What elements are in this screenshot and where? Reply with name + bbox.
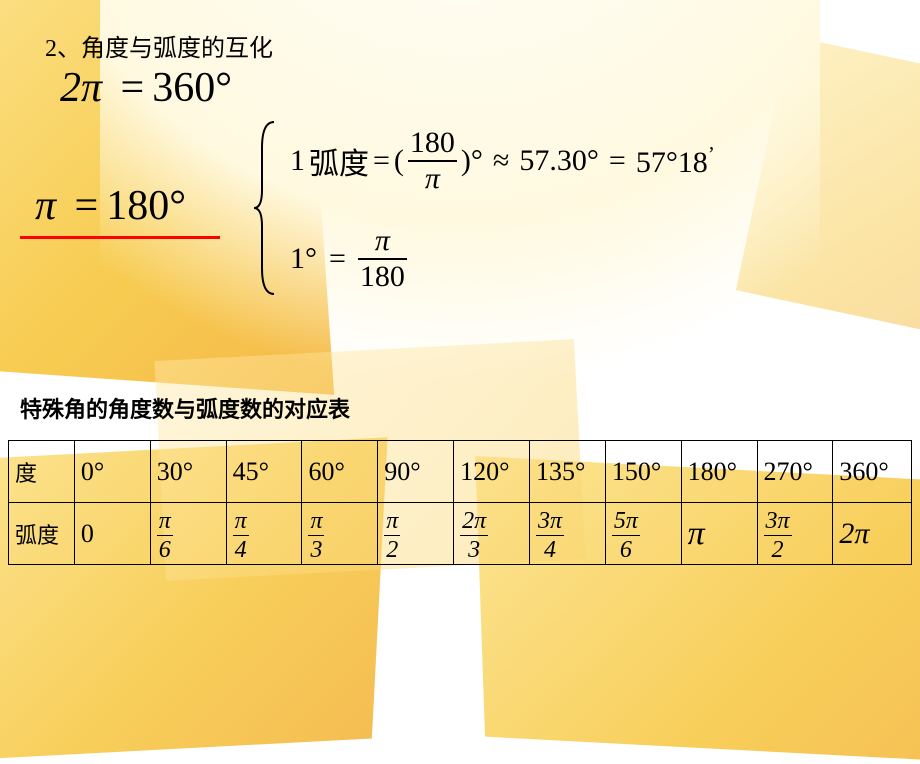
degree-cell: 360° xyxy=(833,441,912,503)
fraction: π2 xyxy=(384,509,400,562)
radian-cell: 3π4 xyxy=(529,503,605,565)
equals-sign: = xyxy=(609,144,626,178)
fraction: 3π2 xyxy=(764,509,792,562)
frac-num: 180 xyxy=(408,128,457,158)
slide-content: 2、角度与弧度的互化 2π =360° π =180° 1弧度 = ( 180 … xyxy=(0,0,920,690)
degree-cell: 135° xyxy=(529,441,605,503)
fraction: 3π4 xyxy=(536,509,564,562)
eq1-coeff: 2 xyxy=(60,65,81,111)
row-label-radian: 弧度 xyxy=(9,503,75,565)
fraction: 2π3 xyxy=(460,509,488,562)
equals-sign: = xyxy=(373,144,390,178)
degree-cell: 60° xyxy=(302,441,378,503)
frac-num: π xyxy=(373,226,392,256)
pi-symbol: π xyxy=(35,183,56,229)
fraction: π3 xyxy=(308,509,324,562)
table: 度0°30°45°60°90°120°135°150°180°270°360°弧… xyxy=(8,440,912,565)
radian-cell: 2π xyxy=(833,503,912,565)
radian-cn: 弧度 xyxy=(309,139,369,183)
frac-den: 180 xyxy=(358,262,407,292)
radian-cell: 3π2 xyxy=(757,503,833,565)
approx-value: 57.30° xyxy=(519,144,599,178)
radian-cell: π6 xyxy=(150,503,226,565)
approx-sign: ≈ xyxy=(493,144,509,178)
pi-symbol: π xyxy=(81,65,102,111)
fraction: 5π6 xyxy=(612,509,640,562)
row-label-degree: 度 xyxy=(9,441,75,503)
one-degree: 1° xyxy=(290,242,317,276)
lparen: ( xyxy=(394,144,404,178)
fraction-pi-over-180: π 180 xyxy=(358,226,407,292)
fraction: π6 xyxy=(157,509,173,562)
equals-sign: = xyxy=(75,183,99,229)
radian-cell: π4 xyxy=(226,503,302,565)
equation-pi-180: π =180° xyxy=(35,182,186,230)
degree-cell: 0° xyxy=(74,441,150,503)
degree-cell: 90° xyxy=(378,441,454,503)
brace-icon xyxy=(252,118,282,298)
degree-cell: 120° xyxy=(454,441,530,503)
table-row: 度0°30°45°60°90°120°135°150°180°270°360° xyxy=(9,441,912,503)
table-caption: 特殊角的角度数与弧度数的对应表 xyxy=(20,392,350,424)
conversion-table: 度0°30°45°60°90°120°135°150°180°270°360°弧… xyxy=(8,440,912,565)
radian-cell: π xyxy=(681,503,757,565)
equals-sign: = xyxy=(329,242,346,276)
section-heading: 2、角度与弧度的互化 xyxy=(45,28,273,63)
radian-cell: 5π6 xyxy=(605,503,681,565)
equation-2pi-360: 2π =360° xyxy=(60,64,232,112)
degree-cell: 180° xyxy=(681,441,757,503)
degree-to-radian: 1° = π 180 xyxy=(290,226,407,292)
one: 1 xyxy=(290,144,305,178)
radian-cell: π2 xyxy=(378,503,454,565)
dms-value: 57°18’ xyxy=(636,142,715,180)
radian-cell: 2π3 xyxy=(454,503,530,565)
degree-cell: 270° xyxy=(757,441,833,503)
radian-cell: 0 xyxy=(74,503,150,565)
radian-cell: π3 xyxy=(302,503,378,565)
red-underline xyxy=(20,236,220,239)
degree-cell: 150° xyxy=(605,441,681,503)
degree-cell: 30° xyxy=(150,441,226,503)
eq1-rhs: 360° xyxy=(152,65,232,111)
eq2-rhs: 180° xyxy=(106,183,186,229)
frac-den: π xyxy=(423,164,442,194)
fraction-180-over-pi: 180 π xyxy=(408,128,457,194)
rparen-deg: )° xyxy=(461,144,483,178)
degree-cell: 45° xyxy=(226,441,302,503)
fraction: π4 xyxy=(233,509,249,562)
table-row: 弧度0π6π4π3π22π33π45π6π3π22π xyxy=(9,503,912,565)
radian-to-degree: 1弧度 = ( 180 π )° ≈ 57.30° = 57°18’ xyxy=(290,128,715,194)
curly-brace xyxy=(252,118,282,298)
equals-sign: = xyxy=(121,65,145,111)
